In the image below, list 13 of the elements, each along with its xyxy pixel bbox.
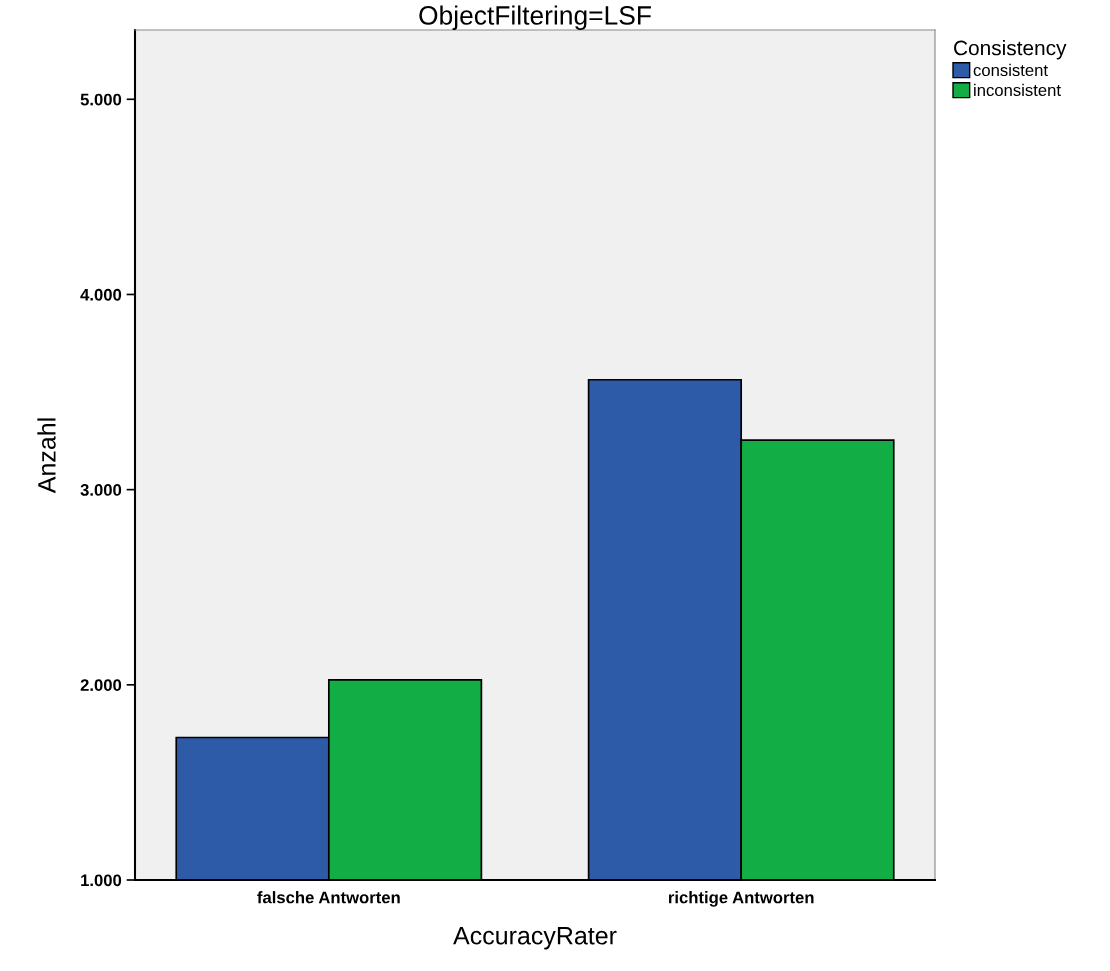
legend-label: inconsistent [974,83,1061,97]
y-axis-title: Anzahl [37,418,56,494]
x-axis-title: AccuracyRater [453,927,617,950]
y-tick-label: 1.000 [81,874,122,887]
y-tick-label: 3.000 [80,484,122,496]
y-tick-label: 5.000 [80,93,122,106]
y-tick-label: 4.000 [80,288,122,301]
y-tick-label: 2.000 [80,679,122,692]
legend-label: consistent [973,63,1048,77]
x-tick-label: falsche Antworten [257,891,400,904]
legend-title: Consistency [954,40,1067,60]
x-tick-label: richtige Antworten [668,891,814,907]
chart-title: ObjectFiltering=LSF [419,5,651,30]
